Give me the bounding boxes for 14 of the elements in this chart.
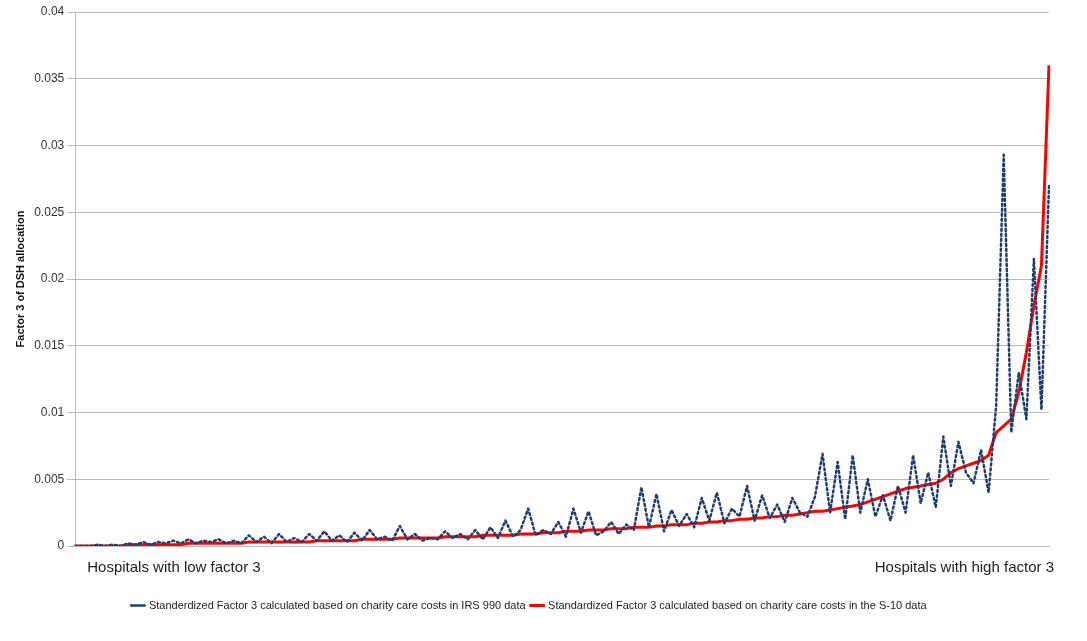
text: Hospitals with high factor 3 [874, 558, 1054, 576]
y-tick-label: 0.015 [34, 338, 65, 353]
y-tick-label: 0.03 [40, 137, 65, 152]
legend-label: Standerdized Factor 3 calculated based on charity care costs in IRS 990 data [148, 598, 527, 611]
y-tick-label: 0 [57, 538, 65, 553]
y-tick-label: 0.02 [40, 271, 65, 286]
legend-label: Standardized Factor 3 calculated based on charity care costs in the S-10 data [548, 598, 928, 611]
y-tick-label: 0.04 [40, 4, 65, 19]
y-tick-label: 0.01 [40, 404, 65, 419]
text: Hospitals with low factor 3 [87, 558, 261, 576]
y-tick-label: 0.025 [34, 204, 65, 219]
y-tick-label: 0.005 [34, 471, 65, 486]
y-axis-title: Factor 3 of DSH allocation [13, 210, 26, 348]
y-tick-label: 0.035 [34, 71, 65, 86]
